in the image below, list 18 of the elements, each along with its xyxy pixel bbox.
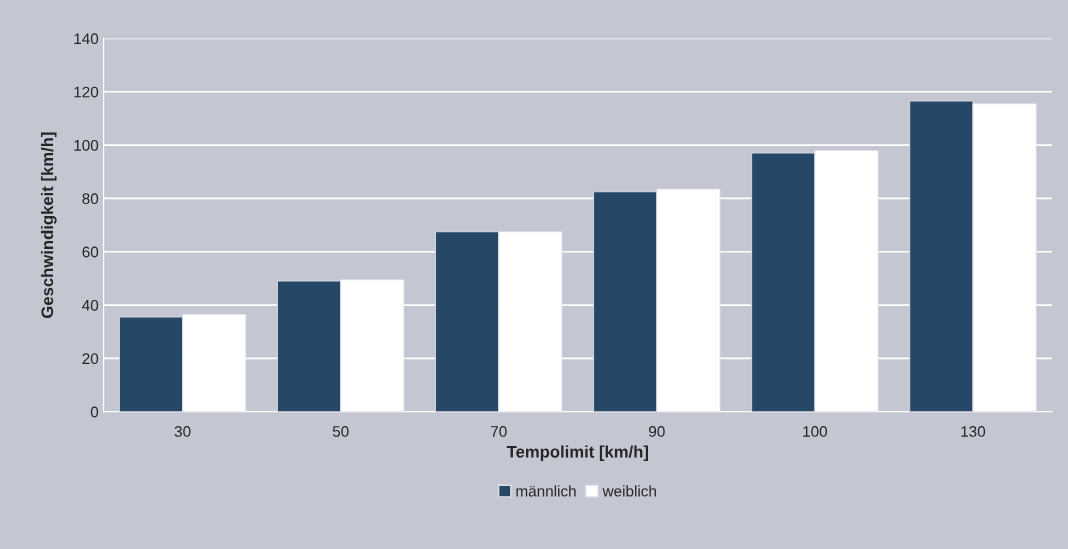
y-tick-label: 40 — [82, 299, 99, 311]
x-tick-label: 100 — [803, 426, 828, 437]
legend-label: männlich — [516, 485, 576, 497]
x-tick-label: 70 — [491, 426, 507, 437]
y-tick-label: 0 — [90, 406, 99, 418]
y-tick-label: 100 — [74, 139, 99, 151]
x-axis-title: Tempolimit [km/h] — [506, 445, 648, 461]
x-tick-label: 90 — [649, 426, 665, 437]
y-axis-title: Geschwindigkeit [km/h] — [40, 132, 57, 318]
y-tick-label: 120 — [74, 86, 99, 98]
x-tick-label: 50 — [332, 426, 349, 437]
legend-label: weiblich — [602, 485, 656, 497]
y-tick-label: 20 — [82, 353, 99, 365]
x-tick-label: 130 — [961, 426, 986, 437]
y-tick-label: 80 — [82, 193, 99, 205]
y-tick-label: 60 — [82, 246, 99, 258]
y-tick-label: 140 — [74, 33, 99, 45]
x-tick-label: 30 — [174, 426, 191, 437]
